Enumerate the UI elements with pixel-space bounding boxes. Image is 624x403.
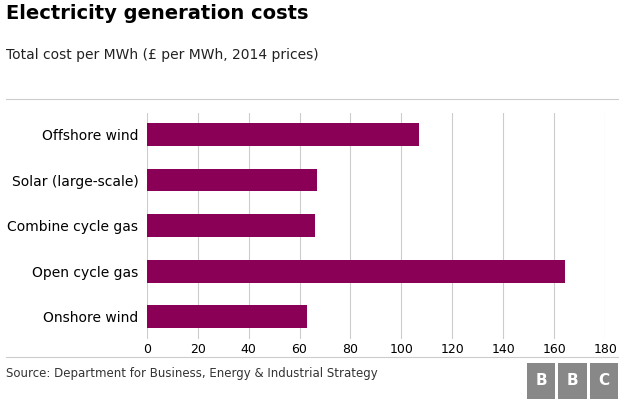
- Text: B: B: [567, 373, 578, 388]
- Bar: [147, 169, 318, 191]
- Text: B: B: [535, 373, 547, 388]
- Text: Source: Department for Business, Energy & Industrial Strategy: Source: Department for Business, Energy …: [6, 367, 378, 380]
- Bar: [147, 214, 314, 237]
- Text: C: C: [598, 373, 609, 388]
- Text: Electricity generation costs: Electricity generation costs: [6, 4, 309, 23]
- Bar: [147, 123, 419, 146]
- Bar: [147, 305, 307, 328]
- Bar: [147, 260, 565, 283]
- Text: Total cost per MWh (£ per MWh, 2014 prices): Total cost per MWh (£ per MWh, 2014 pric…: [6, 48, 319, 62]
